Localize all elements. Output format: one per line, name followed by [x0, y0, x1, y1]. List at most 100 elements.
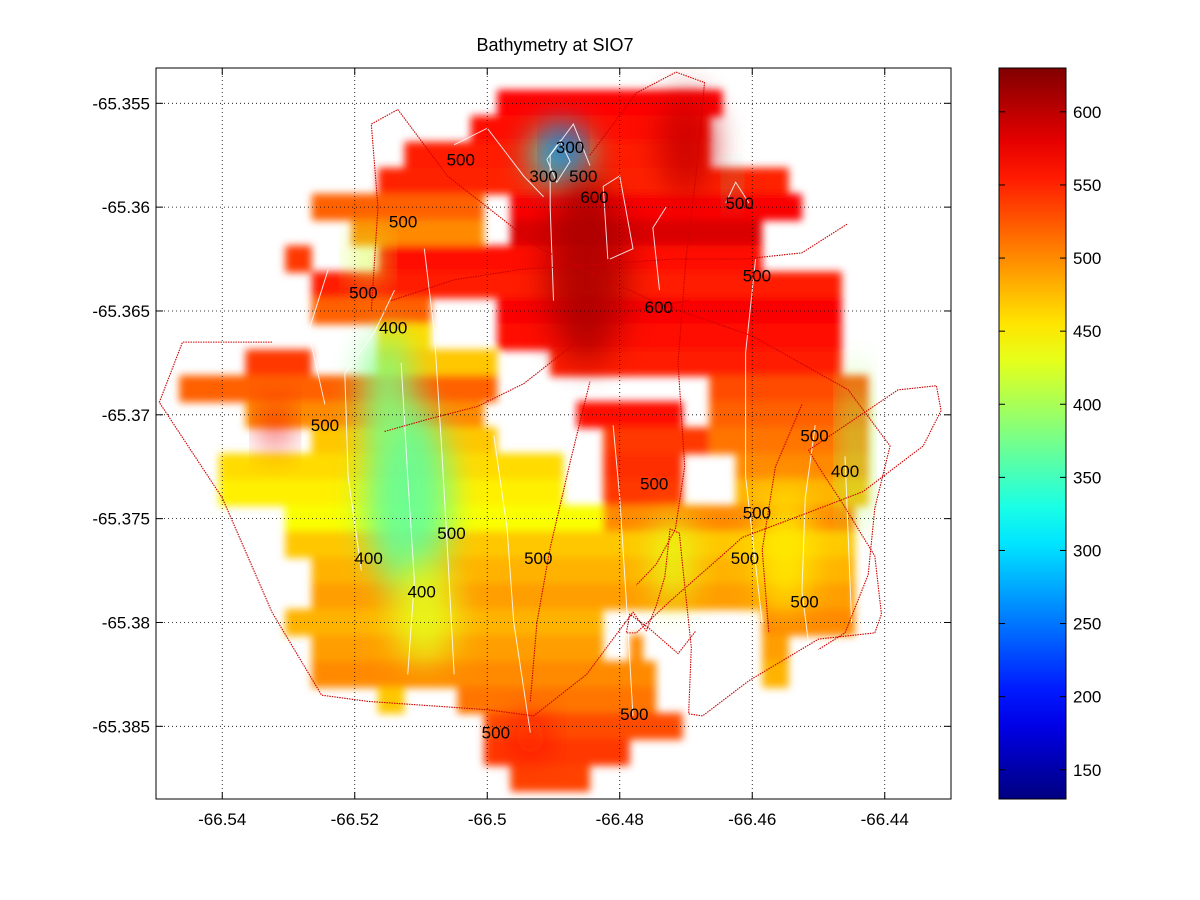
contour-label: 300: [556, 138, 584, 157]
depth-cell: [457, 686, 657, 714]
x-tick-label: -66.46: [728, 810, 776, 829]
ship-track: [391, 223, 848, 302]
colorbar-tick-label: 600: [1073, 103, 1101, 122]
depth-feature: [659, 92, 713, 197]
depth-cell: [629, 634, 643, 662]
ship-track: [384, 300, 690, 432]
depth-feature: [391, 560, 458, 665]
x-tick-label: -66.52: [331, 810, 379, 829]
colorbar-tick-label: 400: [1073, 395, 1101, 414]
depth-cell: [245, 349, 312, 377]
ship-track: [370, 108, 891, 650]
contour-line: [493, 435, 531, 733]
contour-label: 400: [407, 582, 435, 601]
ship-track: [761, 404, 803, 633]
contour-label: 500: [725, 194, 753, 213]
depth-feature: [354, 234, 382, 284]
colorbar-axis: 150 200 250 300 350 400 450 500 550 600: [999, 103, 1101, 780]
depth-cell: [603, 427, 710, 455]
depth-feature: [652, 514, 693, 606]
contour-line: [652, 206, 667, 291]
depth-feature: [551, 130, 576, 168]
colorbar: [999, 68, 1066, 799]
contour-label: 500: [743, 267, 771, 286]
contour-line: [612, 425, 634, 716]
contour-line: [344, 289, 395, 571]
contour-label: 500: [482, 724, 510, 743]
depth-cell: [179, 375, 498, 403]
colorbar-frame: [998, 67, 1067, 800]
contour-line: [423, 248, 455, 675]
contour-label: 600: [645, 298, 673, 317]
plot-content: [158, 71, 942, 792]
contour-label: 400: [354, 549, 382, 568]
colorbar-tick-label: 500: [1073, 249, 1101, 268]
depth-cell: [603, 479, 683, 507]
colorbar-tick-label: 550: [1073, 176, 1101, 195]
y-tick-label: -65.38: [102, 613, 150, 632]
colorbar-tick-label: 200: [1073, 688, 1101, 707]
depth-cell: [576, 401, 683, 429]
depth-cell: [762, 634, 789, 662]
x-tick-label: -66.54: [198, 810, 246, 829]
ship-track: [158, 341, 942, 717]
contour-label: 500: [524, 549, 552, 568]
depth-feature: [513, 715, 547, 758]
chart-title: Bathymetry at SIO7: [476, 35, 633, 55]
y-tick-label: -65.355: [92, 94, 150, 113]
colorbar-tick-label: 300: [1073, 541, 1101, 560]
colorbar-tick-label: 450: [1073, 322, 1101, 341]
contour-labels: 5003003005006005005005005004006005005004…: [311, 138, 859, 743]
depth-feature: [263, 400, 288, 451]
x-tick-label: -66.44: [861, 810, 909, 829]
grid-lines: [156, 68, 951, 799]
depth-cell: [709, 375, 869, 403]
y-axis: -65.355 -65.36 -65.365 -65.37 -65.375 -65.38 -…: [92, 94, 951, 736]
depth-cell: [483, 738, 630, 766]
depth-cell: [709, 427, 869, 455]
contour-label: 500: [389, 213, 417, 232]
depth-cell: [311, 660, 657, 688]
contour-line: [400, 362, 415, 675]
depth-cell: [285, 245, 312, 273]
ship-tracks: [158, 71, 942, 717]
contour-line: [602, 175, 634, 260]
contour-line: [844, 456, 853, 623]
depth-cell: [510, 764, 590, 792]
contour-label: 500: [569, 167, 597, 186]
contour-label: 500: [640, 474, 668, 493]
ship-track: [589, 71, 706, 586]
contour-label: 500: [349, 283, 377, 302]
contour-line: [745, 259, 763, 623]
x-axis: -66.54 -66.52 -66.5 -66.48 -66.46 -66.44: [198, 68, 909, 829]
depth-cell: [311, 634, 604, 662]
colorbar-tick-label: 350: [1073, 468, 1101, 487]
contour-line: [307, 269, 329, 405]
contour-label: 500: [743, 503, 771, 522]
contour-label: 500: [311, 416, 339, 435]
depth-cells: [179, 89, 869, 792]
contour-line: [453, 127, 544, 198]
contour-line: [801, 425, 816, 644]
contour-label: 500: [437, 524, 465, 543]
contour-label: 400: [379, 319, 407, 338]
depth-feature: [361, 331, 415, 457]
contour-label: 500: [620, 705, 648, 724]
y-tick-label: -65.385: [92, 717, 150, 736]
contour-label: 300: [529, 167, 557, 186]
contour-label: 400: [831, 462, 859, 481]
plot-frame: [155, 67, 952, 800]
y-tick-label: -65.36: [102, 198, 150, 217]
contour-label: 500: [731, 549, 759, 568]
x-tick-label: -66.5: [468, 810, 507, 829]
contour-line: [725, 181, 750, 204]
depth-cell: [377, 686, 405, 714]
contour-line: [546, 139, 571, 184]
depth-features: [263, 92, 865, 758]
contour-label: 500: [447, 150, 475, 169]
colorbar-tick-label: 250: [1073, 615, 1101, 634]
contour-lines: [307, 123, 853, 733]
depth-cell: [497, 323, 842, 351]
depth-feature: [546, 175, 627, 363]
ship-track: [529, 381, 591, 702]
